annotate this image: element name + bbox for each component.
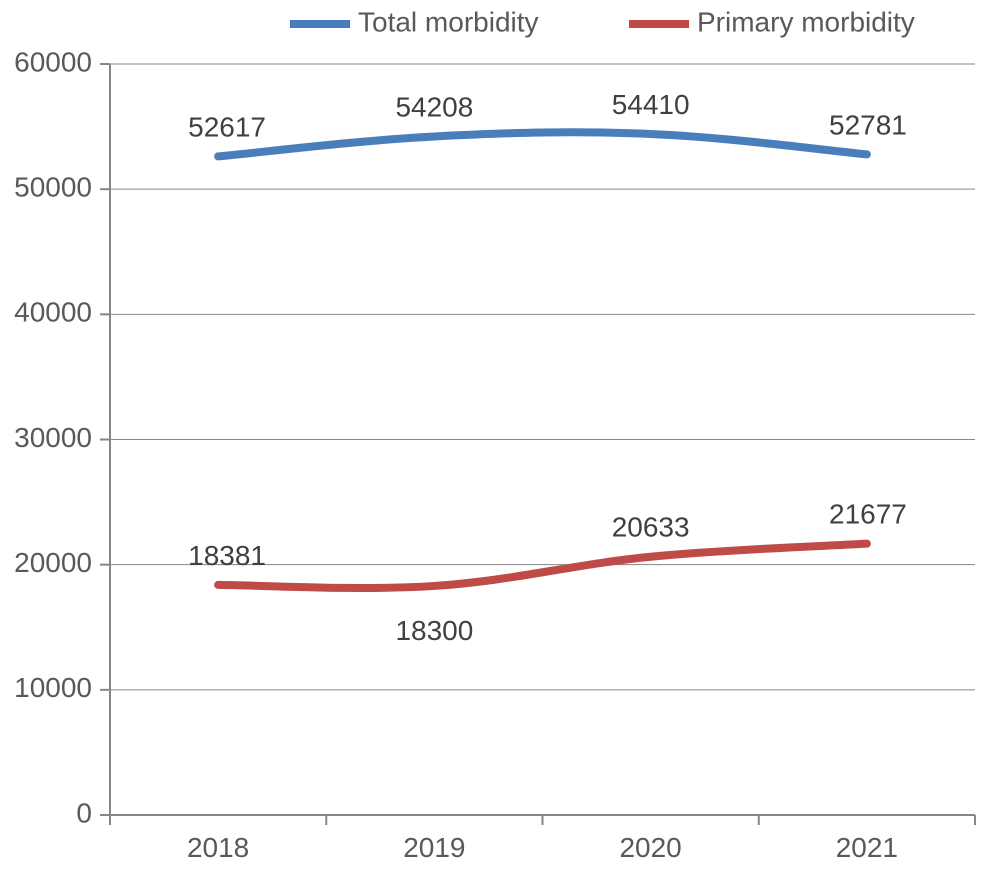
y-tick-label: 10000	[14, 672, 92, 703]
legend-label-1: Primary morbidity	[697, 6, 915, 37]
data-label-1-2: 20633	[612, 512, 690, 543]
x-tick-label: 2020	[619, 832, 681, 863]
y-tick-label: 30000	[14, 422, 92, 453]
data-label-1-0: 18381	[188, 540, 266, 571]
y-tick-label: 50000	[14, 172, 92, 203]
data-label-0-2: 54410	[612, 89, 690, 120]
x-tick-label: 2018	[187, 832, 249, 863]
morbidity-line-chart: 0 10000 20000 30000 40000 50000 60000 2018 2019 2…	[0, 0, 992, 883]
data-label-0-0: 52617	[188, 111, 266, 142]
x-tick-label: 2019	[403, 832, 465, 863]
y-tick-label: 0	[76, 797, 92, 828]
data-label-1-1: 18300	[395, 615, 473, 646]
chart-svg: 0 10000 20000 30000 40000 50000 60000 2018 2019 2…	[0, 0, 992, 883]
y-tick-label: 60000	[14, 46, 92, 77]
y-tick-label: 20000	[14, 547, 92, 578]
data-label-1-3: 21677	[829, 499, 907, 530]
x-tick-label: 2021	[836, 832, 898, 863]
legend-label-0: Total morbidity	[358, 6, 539, 37]
y-tick-label: 40000	[14, 297, 92, 328]
data-label-0-1: 54208	[395, 91, 473, 122]
data-label-0-3: 52781	[829, 109, 907, 140]
